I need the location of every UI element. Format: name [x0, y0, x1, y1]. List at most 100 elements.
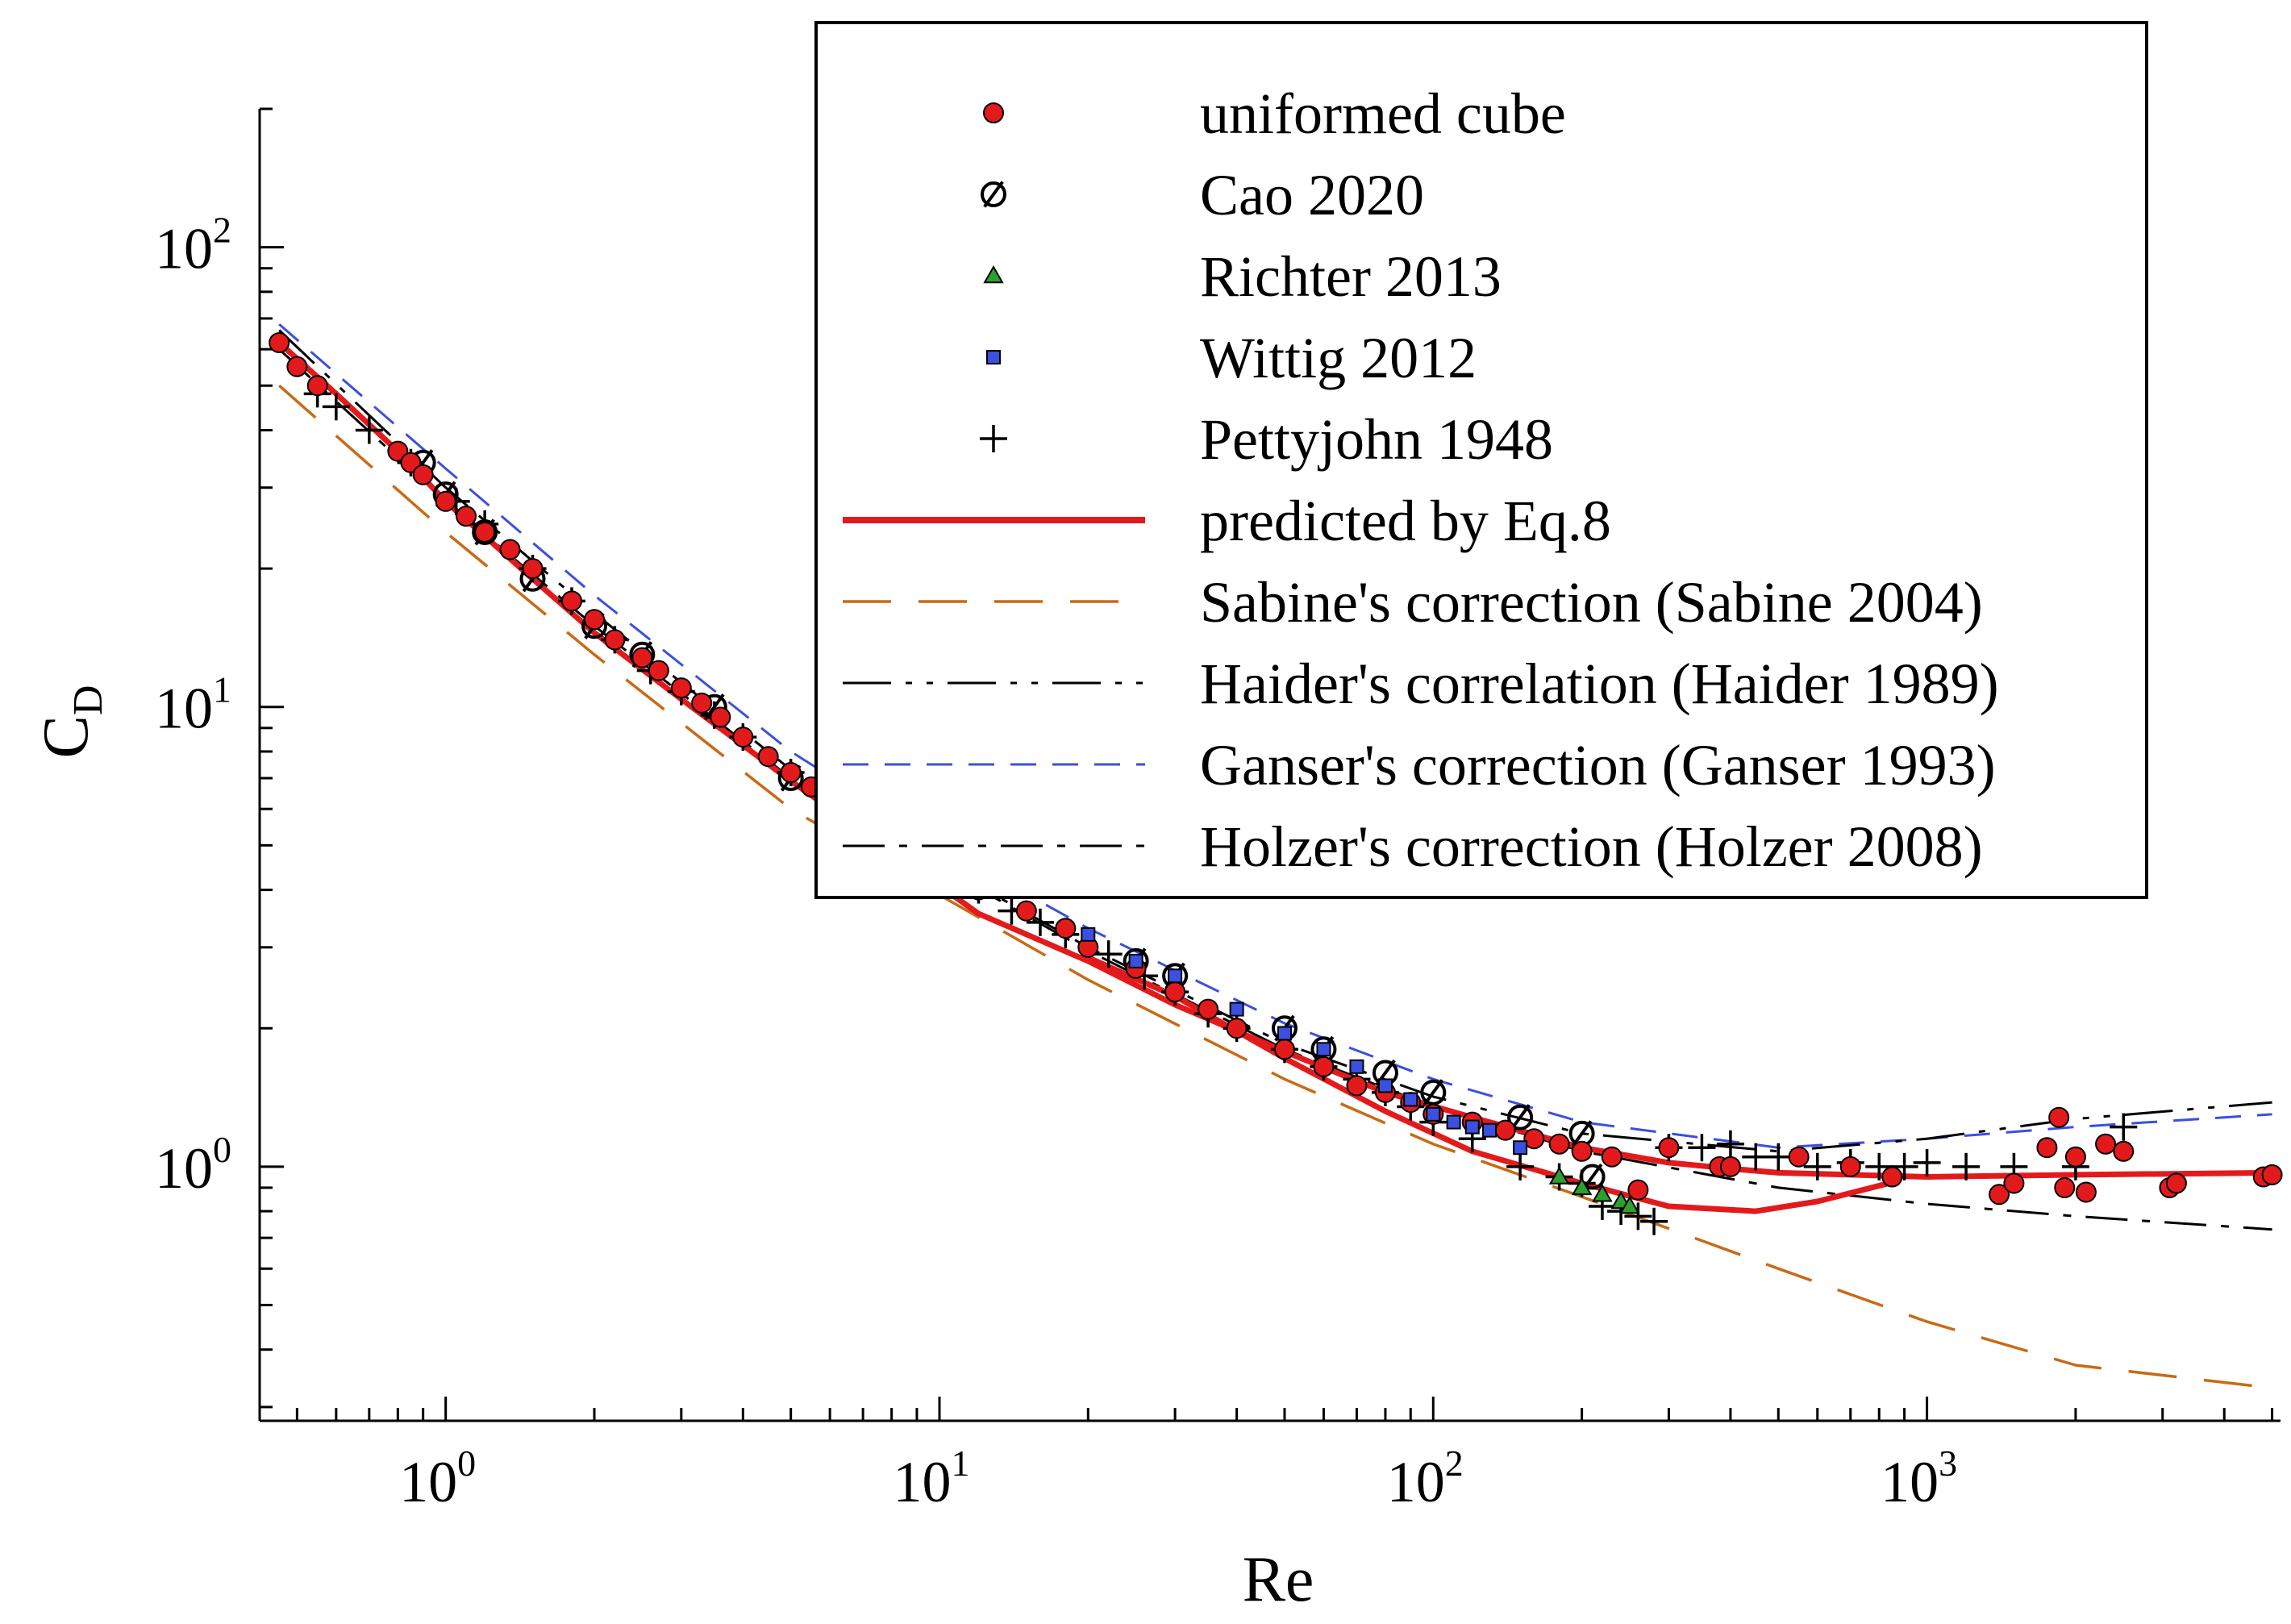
- x-tick-base: 10: [893, 1450, 951, 1514]
- data-point: [1081, 927, 1096, 942]
- data-point: [456, 506, 477, 527]
- data-point: [670, 677, 692, 699]
- legend-label: predicted by Eq.8: [1200, 489, 1611, 553]
- y-tick-label: 101: [155, 669, 231, 741]
- data-point: [1316, 1042, 1331, 1057]
- data-point: [1128, 953, 1143, 968]
- y-tick-base: 10: [155, 677, 213, 741]
- data-point: [322, 393, 350, 421]
- series-wittig-2012: [921, 838, 1528, 1156]
- y-tick-label: 100: [155, 1129, 231, 1201]
- data-point: [1026, 908, 1054, 936]
- x-axis-title: Re: [1243, 1544, 1314, 1615]
- legend-marker-swatch: [983, 102, 1004, 123]
- x-tick-exp: 0: [457, 1443, 476, 1484]
- legend-label: Richter 2013: [1200, 244, 1502, 309]
- legend-entry: Pettyjohn 1948: [980, 407, 1553, 472]
- x-tick-exp: 3: [1939, 1443, 1957, 1484]
- data-point: [780, 762, 802, 784]
- legend-entry: Richter 2013: [983, 244, 1502, 309]
- data-point: [2003, 1172, 2025, 1194]
- data-point: [1716, 1130, 1744, 1158]
- data-point: [2261, 1164, 2283, 1185]
- legend-marker-swatch: [986, 350, 1001, 364]
- data-point: [2095, 1133, 2117, 1155]
- data-point: [499, 539, 521, 560]
- y-tick-base: 10: [155, 217, 213, 281]
- legend-label: Sabine's correction (Sabine 2004): [1200, 570, 1983, 635]
- data-point: [584, 609, 606, 631]
- x-tick-base: 10: [399, 1450, 457, 1514]
- data-point: [1494, 1119, 1516, 1141]
- y-tick-label: 102: [155, 210, 231, 281]
- data-point: [286, 356, 308, 377]
- data-point: [1273, 1039, 1295, 1060]
- legend-label: Pettyjohn 1948: [1200, 407, 1553, 472]
- data-point: [1881, 1166, 1903, 1188]
- data-point: [1346, 1075, 1368, 1097]
- data-point: [1164, 981, 1186, 1003]
- data-point: [1277, 1026, 1292, 1041]
- data-point: [1229, 1001, 1244, 1017]
- data-point: [1788, 1146, 1810, 1168]
- data-point: [1168, 968, 1183, 984]
- data-point: [648, 660, 669, 681]
- data-point: [306, 375, 328, 397]
- data-point: [1482, 1122, 1497, 1138]
- data-point: [1055, 918, 1077, 939]
- data-point: [1624, 1202, 1652, 1230]
- legend-label: Ganser's correction (Ganser 1993): [1200, 733, 1996, 797]
- svg-text:CD: CD: [31, 685, 111, 759]
- data-point: [1803, 1152, 1831, 1181]
- data-point: [1377, 1078, 1393, 1093]
- data-point: [604, 629, 626, 651]
- legend-label: Wittig 2012: [1200, 326, 1477, 390]
- y-tick-exp: 2: [213, 210, 231, 251]
- legend-entry: Ganser's correction (Ganser 1993): [843, 733, 1996, 797]
- legend-label: Holzer's correction (Holzer 2008): [1200, 814, 1983, 879]
- data-point: [1913, 1148, 1941, 1176]
- x-tick-label: 100: [399, 1443, 476, 1514]
- series-line: [278, 384, 2272, 1390]
- data-point: [1420, 1079, 1447, 1106]
- data-point: [412, 464, 434, 485]
- data-point: [1764, 1143, 1793, 1171]
- series-sabine-s-correction-sabine-2004-: [278, 384, 2272, 1390]
- data-point: [2036, 1137, 2058, 1159]
- data-point: [1426, 1106, 1441, 1122]
- data-point: [1313, 1056, 1335, 1077]
- data-point: [1548, 1166, 1570, 1185]
- legend-label: Cao 2020: [1200, 163, 1424, 227]
- legend-entry: uniformed cube: [983, 81, 1566, 146]
- x-tick-exp: 1: [951, 1443, 969, 1484]
- data-point: [1548, 1133, 1570, 1155]
- plot-area: [269, 323, 2283, 1390]
- legend-marker-swatch: [983, 264, 1004, 284]
- y-tick-exp: 1: [213, 669, 231, 710]
- data-point: [1513, 1140, 1528, 1156]
- data-point: [1226, 1018, 1248, 1039]
- axes: [258, 107, 2281, 1422]
- data-point: [1094, 940, 1123, 968]
- data-point: [2048, 1106, 2070, 1128]
- x-tick-label: 103: [1881, 1443, 1957, 1514]
- data-point: [1464, 1119, 1480, 1135]
- data-point: [1571, 1176, 1593, 1196]
- data-point: [1952, 1152, 1981, 1181]
- data-point: [732, 727, 754, 748]
- y-axis-title-sub: D: [65, 685, 111, 716]
- y-axis-title: CD: [31, 685, 111, 759]
- data-point: [1506, 1152, 1535, 1181]
- legend-entry: Sabine's correction (Sabine 2004): [843, 570, 1983, 635]
- data-point: [691, 692, 713, 714]
- data-point: [560, 590, 582, 612]
- y-axis-title-main: C: [31, 715, 102, 758]
- x-tick-label: 101: [893, 1443, 969, 1514]
- data-point: [710, 706, 731, 728]
- legend-entry: Haider's correlation (Haider 1989): [843, 652, 1999, 716]
- data-point: [2165, 1172, 2187, 1194]
- data-point: [1403, 1092, 1418, 1107]
- x-tick-base: 10: [1387, 1450, 1445, 1514]
- data-point: [1198, 998, 1219, 1020]
